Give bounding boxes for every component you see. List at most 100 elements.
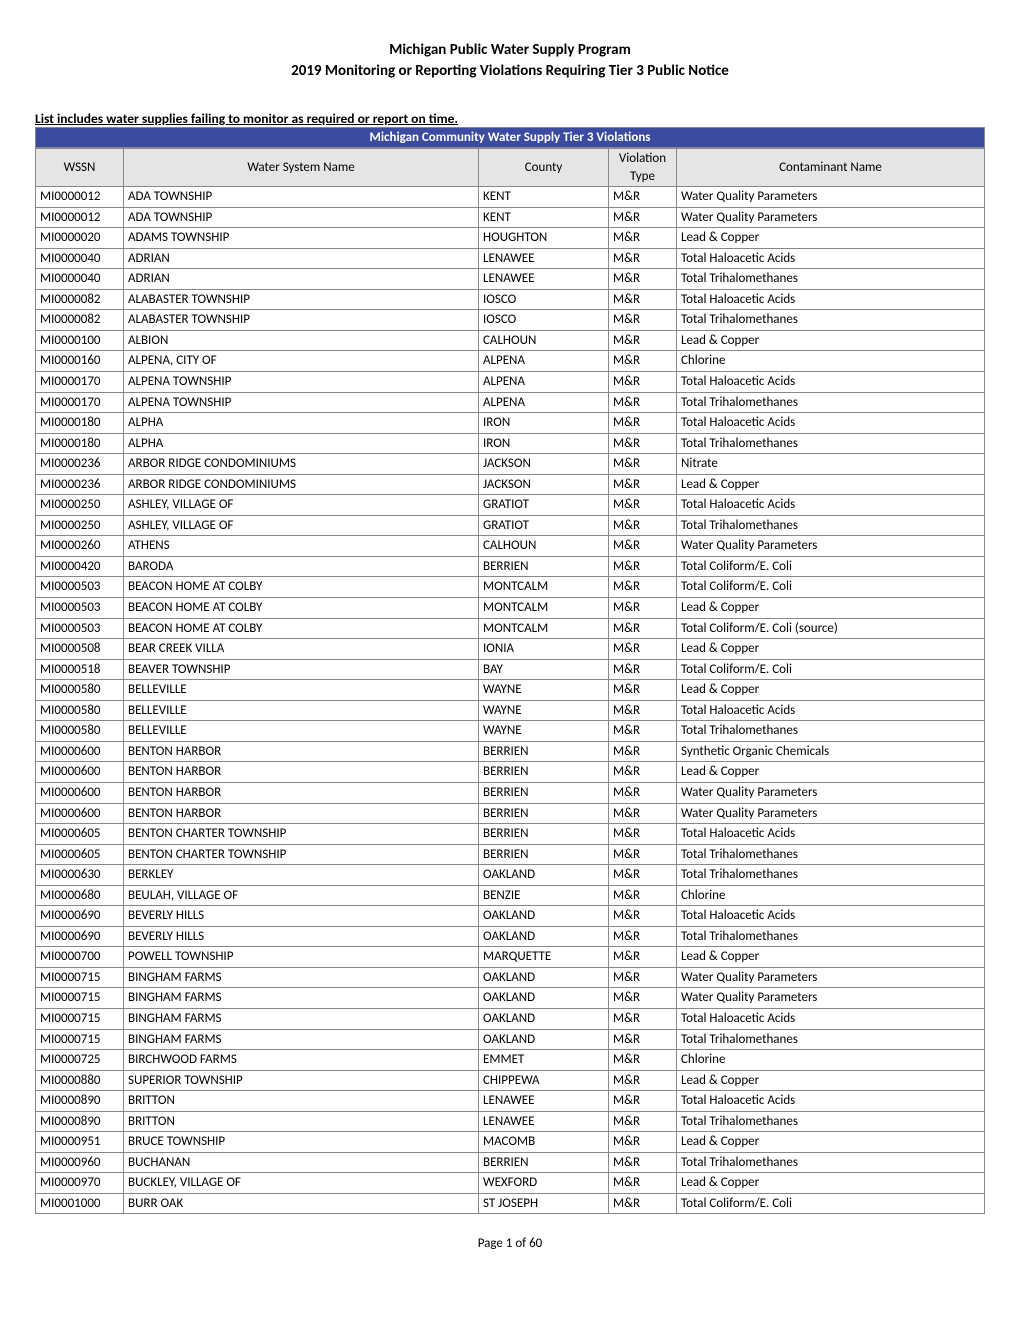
table-cell: MI0000715 [36,1008,124,1029]
violations-table: WSSN Water System Name County Violation … [35,148,985,1214]
table-row: MI0000170ALPENA TOWNSHIPALPENAM&RTotal T… [36,392,985,413]
table-row: MI0000580BELLEVILLEWAYNEM&RLead & Copper [36,680,985,701]
table-row: MI0000715BINGHAM FARMSOAKLANDM&RTotal Ha… [36,1008,985,1029]
table-cell: OAKLAND [479,926,609,947]
table-cell: Total Trihalomethanes [677,1152,985,1173]
table-cell: MI0000250 [36,495,124,516]
table-row: MI0000503BEACON HOME AT COLBYMONTCALMM&R… [36,618,985,639]
table-cell: MARQUETTE [479,947,609,968]
table-cell: LENAWEE [479,1091,609,1112]
table-cell: Total Haloacetic Acids [677,248,985,269]
table-cell: Chlorine [677,885,985,906]
table-cell: JACKSON [479,454,609,475]
table-cell: BELLEVILLE [124,680,479,701]
table-cell: Total Trihalomethanes [677,1111,985,1132]
table-cell: BINGHAM FARMS [124,1029,479,1050]
table-cell: OAKLAND [479,988,609,1009]
table-cell: BERKLEY [124,865,479,886]
table-cell: M&R [609,762,677,783]
table-cell: BERRIEN [479,782,609,803]
table-cell: M&R [609,392,677,413]
table-cell: M&R [609,1132,677,1153]
table-cell: BUCHANAN [124,1152,479,1173]
col-vtype: Violation Type [609,149,677,187]
table-row: MI0000580BELLEVILLEWAYNEM&RTotal Haloace… [36,700,985,721]
table-cell: MI0000160 [36,351,124,372]
table-cell: BERRIEN [479,556,609,577]
table-cell: Total Haloacetic Acids [677,906,985,927]
table-cell: MI0000715 [36,967,124,988]
table-row: MI0000605BENTON CHARTER TOWNSHIPBERRIENM… [36,824,985,845]
table-cell: ALPENA [479,351,609,372]
table-cell: MONTCALM [479,577,609,598]
table-cell: MI0000082 [36,310,124,331]
table-cell: Lead & Copper [677,1173,985,1194]
table-cell: BERRIEN [479,844,609,865]
table-row: MI0000970BUCKLEY, VILLAGE OFWEXFORDM&RLe… [36,1173,985,1194]
table-cell: Total Haloacetic Acids [677,413,985,434]
table-cell: Total Trihalomethanes [677,1029,985,1050]
table-cell: MONTCALM [479,618,609,639]
table-cell: MI0000630 [36,865,124,886]
table-cell: BEAR CREEK VILLA [124,639,479,660]
col-wssn: WSSN [36,149,124,187]
table-cell: MI0000260 [36,536,124,557]
table-cell: Lead & Copper [677,474,985,495]
table-cell: Total Trihalomethanes [677,515,985,536]
table-cell: OAKLAND [479,1008,609,1029]
table-cell: ADA TOWNSHIP [124,187,479,208]
table-cell: M&R [609,598,677,619]
table-cell: Water Quality Parameters [677,988,985,1009]
table-cell: BEACON HOME AT COLBY [124,577,479,598]
table-cell: BINGHAM FARMS [124,1008,479,1029]
table-cell: M&R [609,1152,677,1173]
table-cell: BENTON CHARTER TOWNSHIP [124,844,479,865]
table-row: MI0000040ADRIANLENAWEEM&RTotal Haloaceti… [36,248,985,269]
table-cell: MI0000680 [36,885,124,906]
table-cell: ALPENA [479,372,609,393]
table-cell: M&R [609,187,677,208]
table-row: MI0000503BEACON HOME AT COLBYMONTCALMM&R… [36,598,985,619]
table-cell: MI0000180 [36,433,124,454]
table-cell: BENZIE [479,885,609,906]
table-cell: BURR OAK [124,1193,479,1214]
table-cell: M&R [609,207,677,228]
table-cell: Lead & Copper [677,680,985,701]
table-cell: IRON [479,433,609,454]
table-cell: M&R [609,906,677,927]
table-cell: Total Coliform/E. Coli [677,577,985,598]
table-cell: ATHENS [124,536,479,557]
table-cell: MI0000518 [36,659,124,680]
table-cell: Total Trihalomethanes [677,926,985,947]
list-subtitle: List includes water supplies failing to … [35,110,985,127]
table-cell: MI0000880 [36,1070,124,1091]
title-line-2: 2019 Monitoring or Reporting Violations … [291,62,729,80]
table-cell: M&R [609,1091,677,1112]
table-row: MI0000700POWELL TOWNSHIPMARQUETTEM&RLead… [36,947,985,968]
table-cell: BERRIEN [479,824,609,845]
table-cell: Lead & Copper [677,228,985,249]
table-cell: M&R [609,351,677,372]
table-cell: KENT [479,207,609,228]
table-cell: M&R [609,474,677,495]
table-cell: SUPERIOR TOWNSHIP [124,1070,479,1091]
table-row: MI0000236ARBOR RIDGE CONDOMINIUMSJACKSON… [36,474,985,495]
table-row: MI0000082ALABASTER TOWNSHIPIOSCOM&RTotal… [36,310,985,331]
table-cell: OAKLAND [479,1029,609,1050]
col-contam: Contaminant Name [677,149,985,187]
table-cell: Water Quality Parameters [677,536,985,557]
table-cell: Total Trihalomethanes [677,269,985,290]
table-cell: M&R [609,700,677,721]
table-cell: GRATIOT [479,515,609,536]
table-cell: LENAWEE [479,248,609,269]
table-cell: Lead & Copper [677,639,985,660]
table-cell: M&R [609,454,677,475]
table-cell: BUCKLEY, VILLAGE OF [124,1173,479,1194]
table-row: MI0000600BENTON HARBORBERRIENM&RWater Qu… [36,782,985,803]
table-row: MI0000012ADA TOWNSHIPKENTM&RWater Qualit… [36,187,985,208]
table-cell: M&R [609,741,677,762]
table-cell: Total Haloacetic Acids [677,1008,985,1029]
table-cell: ST JOSEPH [479,1193,609,1214]
table-cell: MI0000012 [36,187,124,208]
table-cell: BELLEVILLE [124,721,479,742]
